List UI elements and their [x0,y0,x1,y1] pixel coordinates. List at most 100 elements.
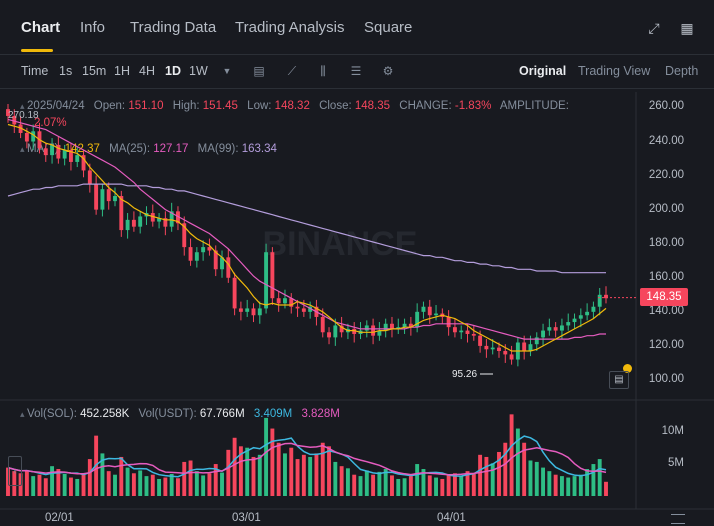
timeframe-time[interactable]: Time [21,64,49,78]
volume-bar [339,466,344,496]
candle-body [478,335,483,346]
volume-bar [232,437,237,496]
candle-type-icon[interactable]: ⫼ [320,64,326,78]
volume-bar [125,467,130,496]
candle-body [534,337,539,345]
gear-icon[interactable]: ⚙ [382,64,394,78]
view-original[interactable]: Original [519,64,567,78]
candle-body [194,252,199,261]
volume-bar [528,460,533,496]
volume-bar [522,442,527,496]
volume-bar [566,477,571,496]
candle-body [301,308,306,312]
candle-body [402,323,407,328]
volume-bar [345,468,350,496]
candle-body [339,325,344,333]
candle-body [390,323,394,329]
volume-bar [503,442,508,496]
candle-body [150,213,155,222]
volume-bar [289,447,294,496]
timeframe-1s[interactable]: 1s [59,64,73,78]
volume-bar [314,453,319,496]
volume-bar [390,475,394,496]
indicator-icon[interactable]: ⟋ [287,64,297,78]
candle-body [604,294,608,299]
candle-body [352,328,357,334]
candle-body [459,330,464,333]
alert-dot-icon[interactable] [623,364,632,373]
candle-body [578,315,583,319]
timeframe-1d[interactable]: 1D [165,64,181,78]
candle-body [333,325,338,338]
axis-settings-icon[interactable] [671,514,685,524]
candle-body [509,354,514,360]
tab-trading-analysis[interactable]: Trading Analysis [235,19,345,36]
timeframe-1h[interactable]: 1H [114,64,130,78]
expand-icon[interactable]: ⤢ [648,20,660,36]
ma25-line [7,118,606,340]
volume-bar [12,471,17,496]
view-depth[interactable]: Depth [665,64,699,78]
candle-body [396,327,401,329]
vol-sol-value: 452.258K [80,408,130,420]
tab-square[interactable]: Square [364,19,413,36]
candle-body [497,347,501,352]
candle-body [364,325,369,331]
volume-bar [509,414,514,496]
volume-bar [295,459,300,496]
date-label-mar: 03/01 [232,512,261,524]
volume-bar [119,456,124,496]
candle-body [528,344,533,352]
candle-body [157,218,162,222]
volume-bar [238,446,243,496]
volume-bar [452,473,457,496]
tab-chart[interactable]: Chart [21,19,61,36]
layout-grid-icon[interactable]: ▦ [680,20,694,36]
ma-info: ▴ MA(7): 142.37 MA(25): 127.17 MA(99): 1… [20,143,277,155]
candle-body [138,216,143,227]
volume-bar [484,456,489,496]
volume-bar [283,453,287,496]
volume-bar [572,476,577,496]
notes-icon[interactable]: ▤ [609,371,629,389]
view-trading-view[interactable]: Trading View [578,64,651,78]
candle-body [427,306,432,316]
calendar-icon[interactable]: ▤ [253,64,265,78]
candle-body [503,351,508,355]
vol-axis-label-10m: 10M [661,425,684,437]
candle-body [276,298,281,304]
volume-info: ▴ Vol(SOL): 452.258K Vol(USDT): 67.766M … [20,408,340,420]
volume-bar [87,459,92,496]
candle-body [383,323,388,331]
candle-body [283,298,287,304]
timeframe-1w[interactable]: 1W [189,64,208,78]
candle-body [289,298,294,307]
volume-bar [308,456,313,496]
timeframe-dropdown-icon[interactable]: ▼ [222,66,232,76]
chart-settings-icon[interactable]: ☰ [350,64,362,78]
price-axis-label: 180.00 [648,236,684,249]
candle-body [106,189,111,202]
candle-body [163,218,168,227]
volume-bar [220,472,224,496]
scroll-left-handle[interactable]: ‹ [8,456,22,486]
candle-body [434,313,438,316]
tab-trading-data[interactable]: Trading Data [130,19,217,36]
candle-body [251,308,256,316]
volume-bar [364,470,369,496]
volume-bar [56,469,61,496]
volume-bar [497,451,501,496]
volume-bar [157,478,162,496]
price-axis-label: 260.00 [648,100,684,113]
timeframe-4h[interactable]: 4H [139,64,155,78]
volume-bar [207,473,212,496]
tab-info[interactable]: Info [80,19,106,36]
candle-body [320,316,325,333]
candle-body [56,144,61,159]
price-axis-label: 200.00 [648,202,684,215]
volume-bar [427,475,432,496]
volume-bar [327,446,331,496]
timeframe-15m[interactable]: 15m [82,64,107,78]
volume-bar [176,478,180,496]
